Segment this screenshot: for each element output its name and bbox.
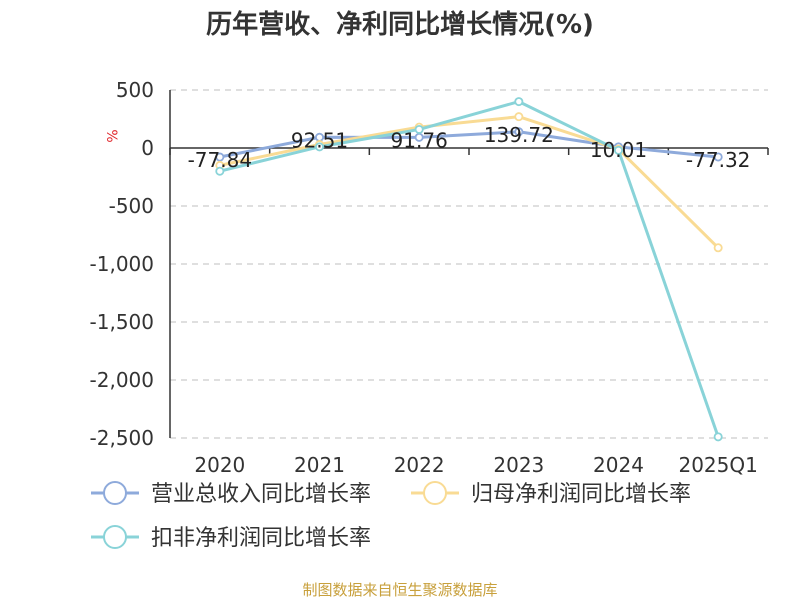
y-tick-label: -2,500 [90,426,154,450]
x-tick-label: 2025Q1 [678,453,757,477]
legend-marker [423,481,447,505]
data-label-layer: -77.84 92.51 91.76 139.72 10.01 -77.32 [188,123,751,172]
legend-label: 归母净利润同比增长率 [471,482,691,507]
series-point[interactable] [215,152,225,162]
y-tick-label: 500 [116,78,154,102]
legend-marker [103,525,127,549]
legend-label: 营业总收入同比增长率 [151,482,371,507]
legend-item[interactable]: 归母净利润同比增长率 [411,481,691,507]
series-point[interactable] [314,142,324,152]
series-line [219,100,720,438]
series-point[interactable] [514,97,524,107]
x-tick-label: 2021 [294,453,345,477]
legend-item[interactable]: 扣非净利润同比增长率 [91,525,371,551]
legend-label: 扣非净利润同比增长率 [151,526,371,551]
series-1 [215,127,723,162]
series-point[interactable] [215,166,225,176]
x-tick-label: 2024 [593,453,644,477]
data-label: 139.72 [484,123,554,147]
y-tick-label: -500 [109,194,154,218]
data-label: 10.01 [590,138,647,162]
chart-title: 历年营收、净利同比增长情况(%) [206,9,594,40]
y-tick-label: 0 [141,136,154,160]
x-tick-label: 2020 [194,453,245,477]
data-label: 92.51 [291,128,348,152]
data-label: 91.76 [391,128,448,152]
legend-marker [103,481,127,505]
y-axis-unit: % [103,129,119,142]
x-tick-label: 2022 [394,453,445,477]
x-tick-label: 2023 [493,453,544,477]
y-tick-label: -2,000 [90,368,154,392]
data-label: -77.32 [686,148,750,172]
axis-layer: 500 0 -500 -1,000 -1,500 -2,000 -2,500 2020 2021… [90,78,769,477]
series-line [219,130,719,159]
series-3 [215,97,723,442]
series-point[interactable] [713,432,723,442]
y-tick-label: -1,000 [90,252,154,276]
legend-item[interactable]: 营业总收入同比增长率 [91,481,371,507]
series-point[interactable] [713,152,723,162]
data-label: -77.84 [188,148,252,172]
series-point[interactable] [614,145,624,155]
y-tick-label: -1,500 [90,310,154,334]
series-line [219,115,720,249]
source-note: 制图数据来自恒生聚源数据库 [302,581,497,599]
grid-layer [170,89,768,439]
series-point[interactable] [414,124,424,134]
series-point[interactable] [514,127,524,137]
series-layer [215,97,723,442]
series-point[interactable] [514,112,524,122]
series-point[interactable] [713,243,723,253]
